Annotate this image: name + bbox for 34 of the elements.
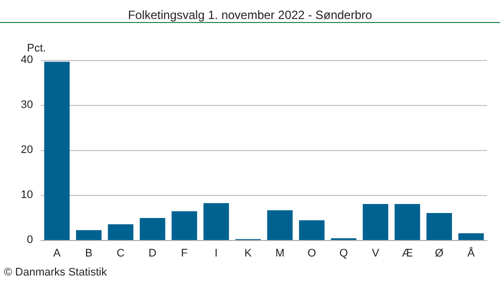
x-tick-label: Ø	[434, 248, 444, 260]
bar	[203, 203, 229, 240]
bar	[267, 210, 293, 240]
bar	[172, 211, 198, 240]
x-tick-label: K	[244, 248, 252, 260]
bar	[426, 213, 452, 240]
bar	[44, 62, 70, 240]
x-tick-label: Æ	[402, 248, 413, 260]
y-tick-label: 20	[20, 144, 33, 156]
bar	[458, 233, 484, 240]
text: © Danmarks Statistik	[4, 266, 108, 278]
bar	[76, 230, 102, 240]
y-tick-label: 40	[20, 54, 33, 66]
bar	[108, 224, 134, 240]
x-tick-label: V	[372, 248, 380, 260]
x-tick-label: D	[148, 248, 157, 260]
x-tick-label: B	[85, 248, 92, 260]
x-tick-label: A	[53, 248, 62, 260]
x-tick-label: O	[308, 248, 317, 260]
x-tick-label: I	[214, 248, 218, 260]
x-tick-label: Å	[467, 246, 476, 260]
y-tick-label: 0	[26, 234, 33, 246]
chart-title: Folketingsvalg 1. november 2022 - Sønderbro	[128, 8, 372, 22]
y-axis-title: Pct.	[27, 42, 46, 54]
x-tick-label: Q	[339, 248, 348, 260]
bar	[394, 204, 420, 240]
x-tick-label: F	[180, 248, 188, 260]
bar	[140, 218, 166, 240]
y-tick-label: 30	[20, 99, 33, 111]
bar	[362, 204, 388, 240]
bar	[299, 220, 325, 240]
y-tick-label: 10	[20, 189, 33, 201]
x-tick-label: M	[275, 248, 285, 260]
x-tick-label: C	[116, 248, 125, 260]
